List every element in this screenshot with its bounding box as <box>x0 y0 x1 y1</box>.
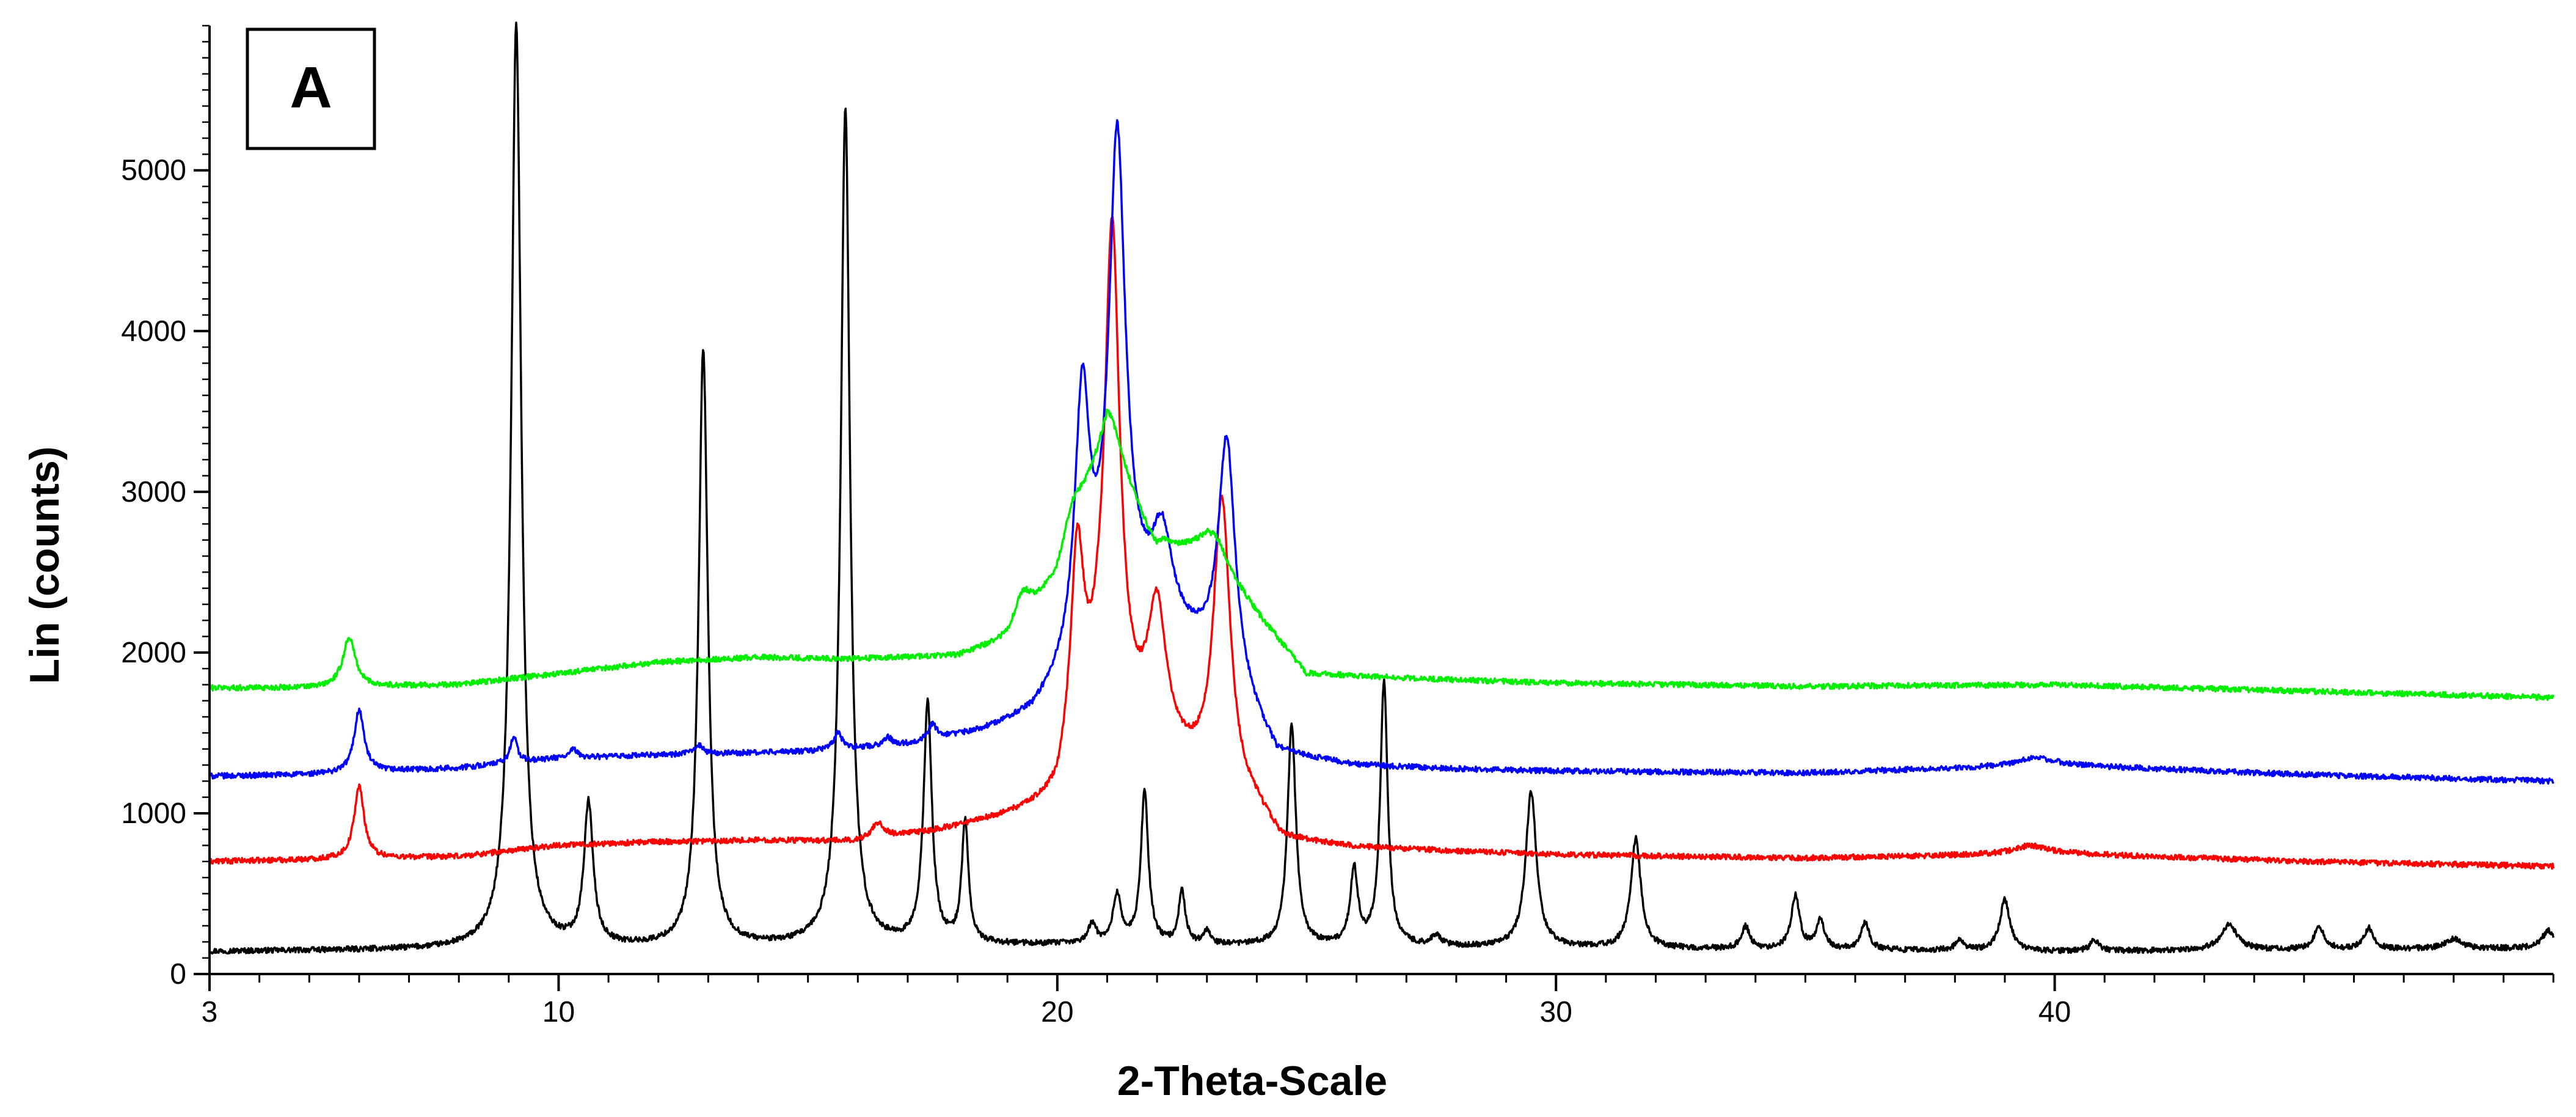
x-minor-ticks <box>208 974 2555 983</box>
x-tick-label: 20 <box>1041 996 1073 1028</box>
series-line-2 <box>208 119 2555 785</box>
y-axis-title: Lin (counts) <box>21 446 68 684</box>
x-tick-label: 10 <box>542 996 575 1028</box>
series-line-1 <box>208 216 2555 870</box>
y-tick-label: 5000 <box>121 155 186 187</box>
y-tick-label: 0 <box>170 958 186 991</box>
x-tick-label: 30 <box>1540 996 1572 1028</box>
x-major-ticks: 3 10 20 30 40 <box>202 974 2071 1028</box>
series-line-3 <box>208 408 2555 701</box>
x-axis-title: 2-Theta-Scale <box>1117 1058 1387 1104</box>
series-line-0 <box>208 21 2555 955</box>
panel-label-box: A <box>246 27 376 150</box>
y-tick-label: 1000 <box>121 797 186 830</box>
plot-traces <box>208 21 2555 955</box>
y-tick-label: 2000 <box>121 637 186 669</box>
y-tick-label: 4000 <box>121 315 186 348</box>
y-tick-label: 3000 <box>121 476 186 508</box>
x-tick-label: 3 <box>202 996 218 1028</box>
axes: 3 10 20 30 40 0 1000 2000 3000 4000 5000 <box>121 24 2555 1028</box>
y-major-ticks: 0 1000 2000 3000 4000 5000 <box>121 155 210 991</box>
x-tick-label: 40 <box>2038 996 2071 1028</box>
panel-label: A <box>290 55 332 120</box>
